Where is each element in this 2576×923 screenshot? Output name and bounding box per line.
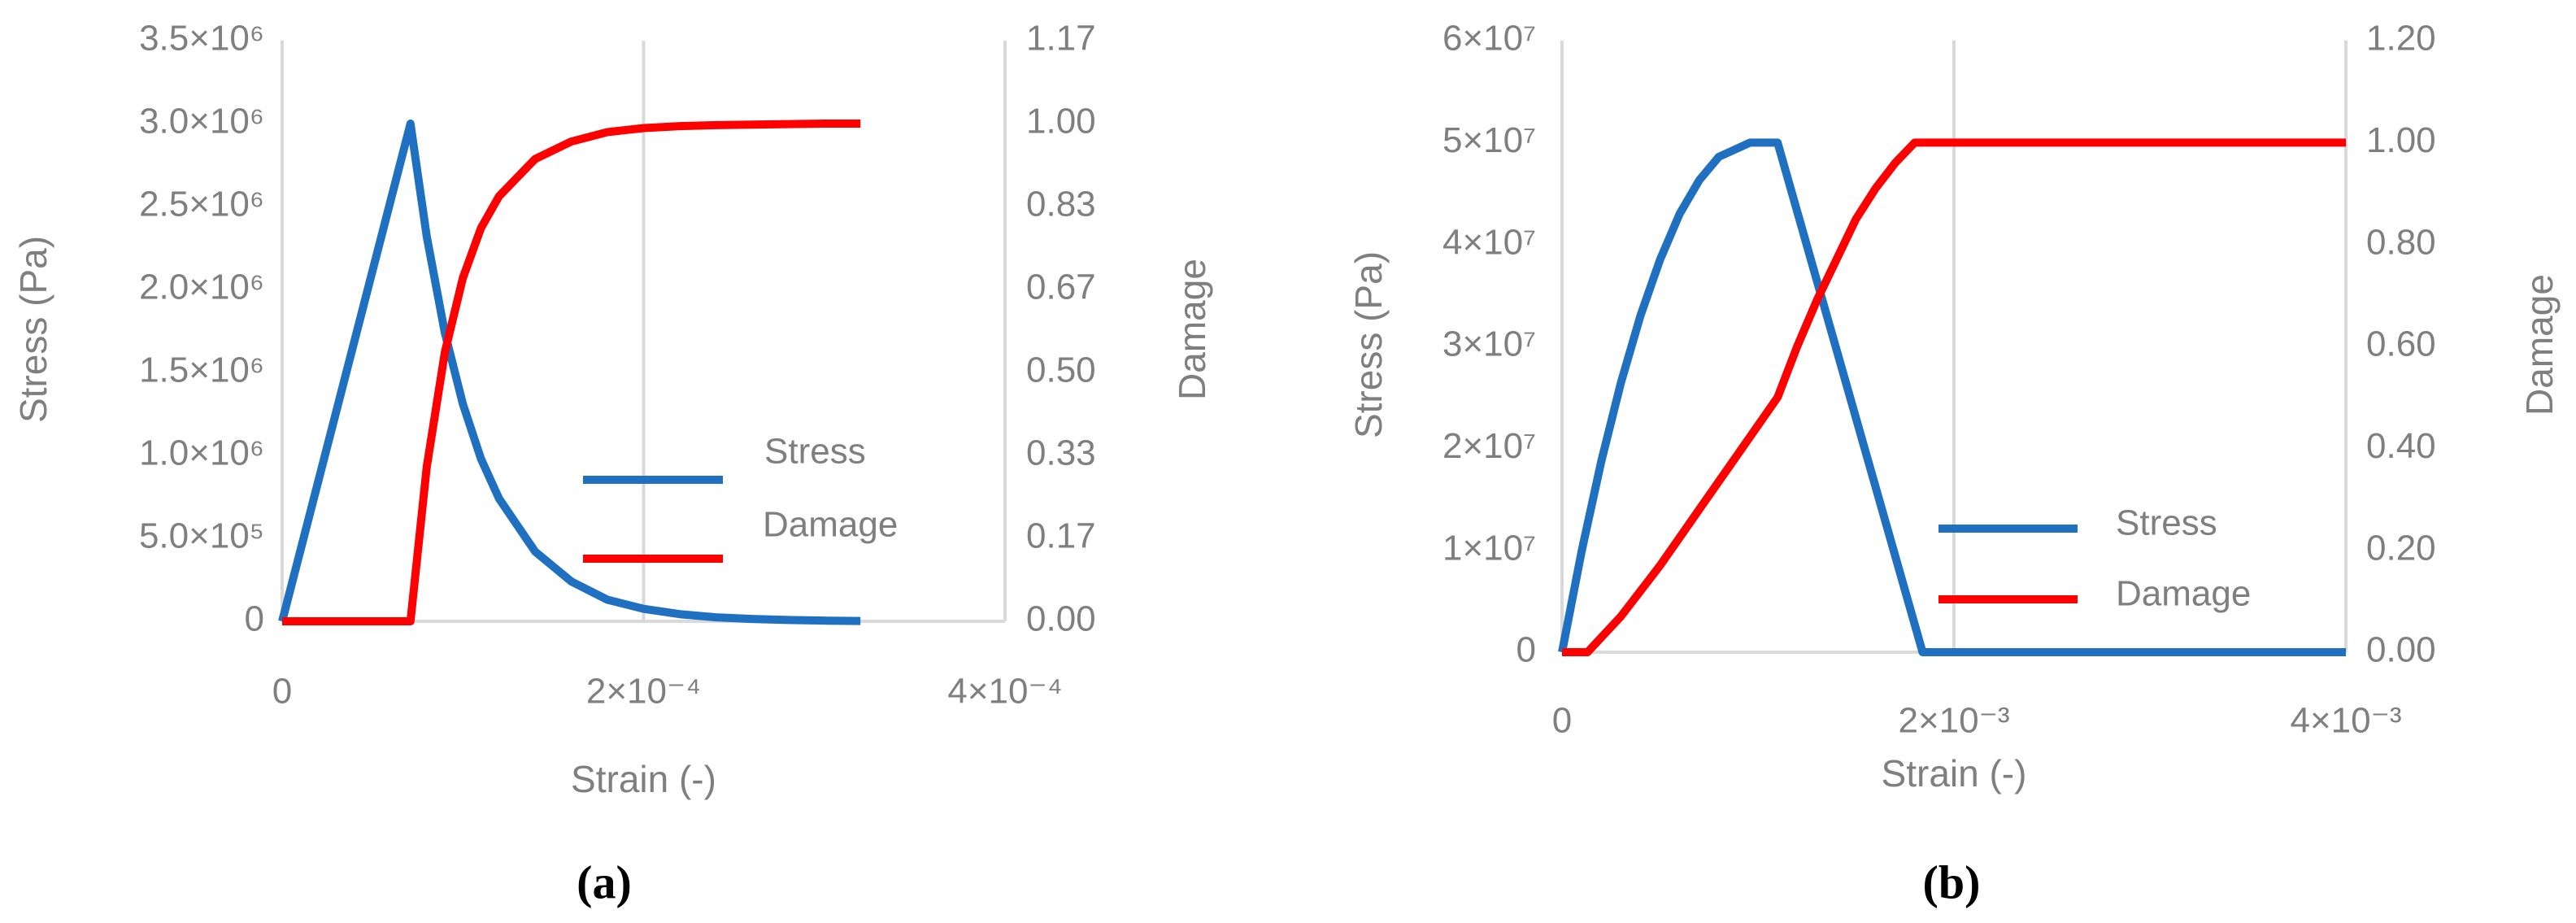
- y-tick-label: 6×10⁷: [1442, 19, 1536, 59]
- y-axis-title: Stress (Pa): [12, 236, 54, 423]
- y2-axis-title: Damage: [1171, 259, 1213, 400]
- panel-label: (a): [577, 856, 632, 908]
- y2-tick-label: 0.60: [2366, 324, 2436, 364]
- y2-tick-label: 0.00: [1026, 599, 1096, 639]
- x-tick-label: 2×10⁻⁴: [586, 672, 701, 712]
- y2-tick-label: 1.20: [2366, 19, 2436, 59]
- y2-tick-label: 0.67: [1026, 268, 1096, 307]
- y-tick-label: 3.5×10⁶: [139, 19, 264, 59]
- y-tick-label: 1×10⁷: [1442, 528, 1536, 568]
- y2-tick-label: 1.17: [1026, 19, 1096, 59]
- panel-label: (b): [1923, 856, 1981, 908]
- y-tick-label: 5×10⁷: [1442, 120, 1536, 160]
- series-line: [1558, 138, 2346, 656]
- y-tick-label: 2.5×10⁶: [139, 185, 264, 224]
- legend-label: Stress: [2116, 503, 2217, 543]
- y2-tick-label: 0.33: [1026, 433, 1096, 473]
- y-tick-label: 5.0×10⁵: [139, 516, 264, 556]
- y2-tick-label: 1.00: [1026, 102, 1096, 141]
- y-tick-label: 1.5×10⁶: [139, 350, 264, 390]
- legend-label: Damage: [2116, 574, 2251, 614]
- y-axis-title: Stress (Pa): [1347, 251, 1390, 438]
- series-line: [1562, 138, 2346, 656]
- x-axis-title: Strain (-): [1882, 752, 2027, 795]
- y2-tick-label: 0.50: [1026, 350, 1096, 390]
- y-tick-label: 2.0×10⁶: [139, 268, 264, 307]
- y2-tick-label: 0.17: [1026, 516, 1096, 556]
- y-tick-label: 2×10⁷: [1442, 426, 1536, 466]
- x-tick-label: 0: [1552, 701, 1572, 741]
- y2-tick-label: 0.00: [2366, 630, 2436, 670]
- x-axis-title: Strain (-): [571, 758, 716, 800]
- series-line: [282, 120, 861, 625]
- y-tick-label: 3.0×10⁶: [139, 102, 264, 141]
- y2-tick-label: 0.20: [2366, 528, 2436, 568]
- y2-tick-label: 0.83: [1026, 185, 1096, 224]
- y-tick-label: 3×10⁷: [1442, 324, 1536, 364]
- series-line: [278, 120, 861, 625]
- y-tick-label: 0: [1516, 630, 1536, 670]
- x-tick-label: 4×10⁻⁴: [947, 672, 1062, 712]
- y2-axis-title: Damage: [2518, 274, 2561, 416]
- y2-tick-label: 0.40: [2366, 426, 2436, 466]
- x-tick-label: 4×10⁻³: [2291, 701, 2402, 741]
- x-tick-label: 0: [272, 672, 292, 712]
- y-tick-label: 1.0×10⁶: [139, 433, 264, 473]
- y-tick-label: 0: [245, 599, 264, 639]
- y2-tick-label: 1.00: [2366, 120, 2436, 160]
- y-tick-label: 4×10⁷: [1442, 222, 1536, 262]
- x-tick-label: 2×10⁻³: [1899, 701, 2010, 741]
- legend-label: Stress: [764, 432, 866, 472]
- legend-label: Damage: [763, 505, 898, 545]
- y2-tick-label: 0.80: [2366, 222, 2436, 262]
